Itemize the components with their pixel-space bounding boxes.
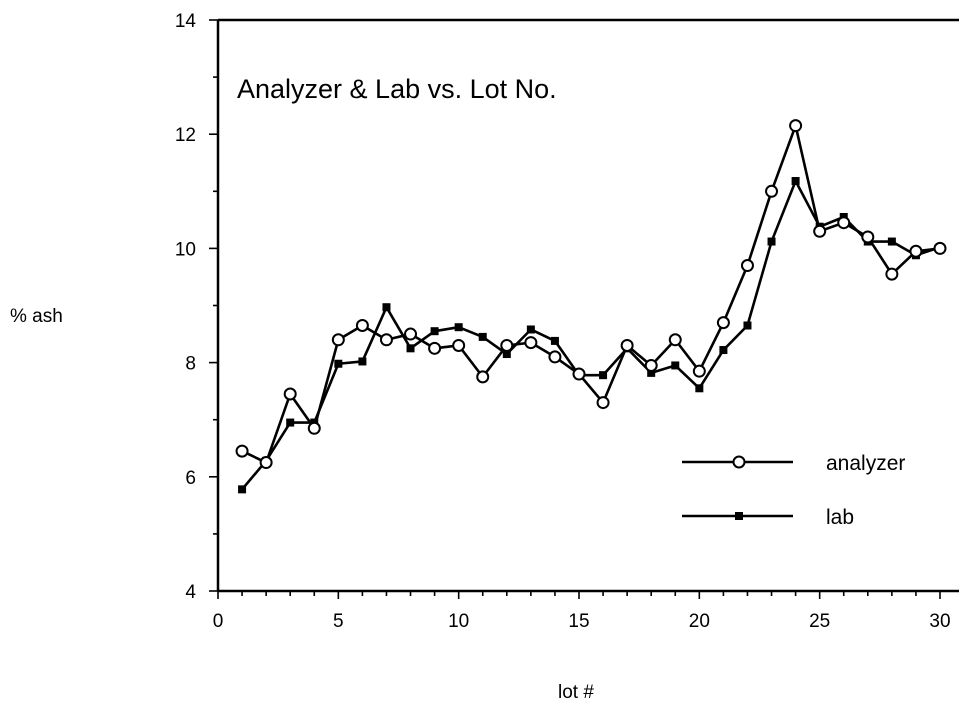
legend-label-analyzer: analyzer — [826, 452, 905, 475]
data-point-analyzer — [548, 350, 562, 364]
data-point-analyzer — [789, 119, 803, 133]
data-point-analyzer — [933, 241, 947, 255]
data-point-lab — [599, 371, 608, 380]
data-point-analyzer — [428, 341, 442, 355]
x-tick-label: 10 — [448, 611, 469, 632]
data-point-lab — [502, 350, 511, 359]
x-tick-label: 0 — [213, 611, 224, 632]
data-point-analyzer — [692, 364, 706, 378]
data-point-lab — [887, 237, 896, 246]
data-point-lab — [334, 359, 343, 368]
y-axis-label: % ash — [10, 306, 63, 327]
y-tick-label: 8 — [185, 354, 196, 375]
data-point-analyzer — [283, 387, 297, 401]
data-point-analyzer — [837, 216, 851, 230]
data-point-analyzer — [331, 333, 345, 347]
data-point-analyzer — [740, 259, 754, 273]
data-point-lab — [358, 357, 367, 366]
legend-marker-lab — [735, 512, 743, 520]
data-point-analyzer — [885, 267, 899, 281]
chart-title: Analyzer & Lab vs. Lot No. — [237, 74, 557, 104]
data-point-lab — [719, 346, 728, 355]
data-point-analyzer — [379, 333, 393, 347]
series-line-lab — [241, 179, 941, 491]
data-point-analyzer — [355, 318, 369, 332]
data-point-lab — [382, 303, 391, 312]
data-point-lab — [791, 177, 800, 186]
data-point-lab — [286, 418, 295, 427]
axis-ticks: 0 5 10 15 20 25 30 4 6 8 10 12 14 — [175, 11, 951, 632]
data-point-lab — [743, 321, 752, 330]
data-point-lab — [238, 485, 247, 494]
y-tick-label: 10 — [175, 239, 196, 260]
legend-label-lab: lab — [826, 506, 854, 529]
data-point-analyzer — [259, 456, 273, 470]
data-point-analyzer — [596, 396, 610, 410]
data-point-analyzer — [572, 367, 586, 381]
data-point-analyzer — [476, 370, 490, 384]
legend: analyzer lab — [682, 452, 905, 529]
data-point-lab — [454, 323, 463, 332]
data-point-analyzer — [765, 184, 779, 198]
data-point-analyzer — [500, 338, 514, 352]
legend-marker-analyzer — [732, 455, 746, 469]
x-tick-label: 30 — [929, 611, 950, 632]
data-point-lab — [478, 332, 487, 341]
data-point-analyzer — [452, 338, 466, 352]
data-point-analyzer — [524, 336, 538, 350]
x-tick-label: 5 — [333, 611, 344, 632]
data-point-lab — [550, 336, 559, 345]
data-point-lab — [647, 368, 656, 377]
series-layer — [235, 119, 947, 494]
data-point-analyzer — [668, 333, 682, 347]
data-point-analyzer — [861, 230, 875, 244]
data-point-analyzer — [307, 421, 321, 435]
y-tick-label: 6 — [185, 468, 196, 489]
data-point-lab — [671, 361, 680, 370]
y-tick-label: 14 — [175, 11, 197, 32]
data-point-analyzer — [813, 224, 827, 238]
data-point-lab — [406, 344, 415, 353]
data-point-analyzer — [644, 358, 658, 372]
x-tick-label: 15 — [568, 611, 589, 632]
y-tick-label: 12 — [175, 125, 196, 146]
data-point-analyzer — [620, 338, 634, 352]
data-point-analyzer — [716, 316, 730, 330]
data-point-lab — [695, 384, 704, 393]
data-point-lab — [526, 325, 535, 334]
data-point-lab — [767, 237, 776, 246]
x-tick-label: 25 — [809, 611, 830, 632]
data-point-analyzer — [235, 444, 249, 458]
x-tick-label: 20 — [689, 611, 710, 632]
data-point-analyzer — [909, 244, 923, 258]
x-axis-label: lot # — [558, 682, 594, 703]
y-tick-label: 4 — [185, 582, 196, 603]
series-line-analyzer — [241, 124, 941, 464]
data-point-analyzer — [404, 327, 418, 341]
data-point-lab — [430, 327, 439, 336]
